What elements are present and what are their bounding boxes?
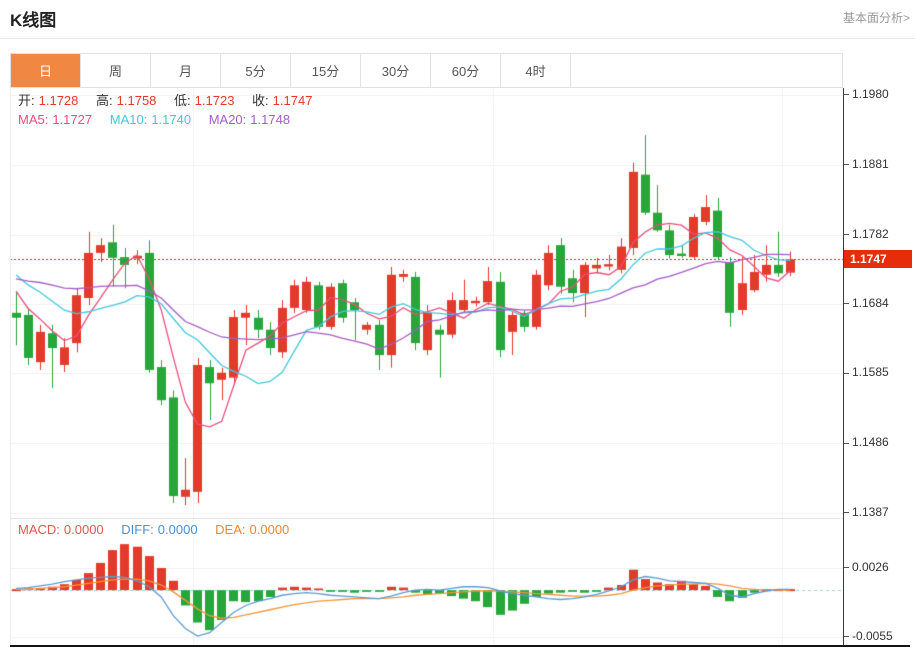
period-tabs: 日 周 月 5分 15分 30分 60分 4时 [10, 53, 843, 88]
tick-dash [844, 512, 849, 514]
tick-dash [844, 372, 849, 374]
ma5-value: 1.1727 [52, 112, 93, 127]
tick-dash [844, 164, 849, 166]
price-tick-5: 1.1486 [844, 435, 889, 449]
price-tick-3: 1.1684 [844, 296, 889, 310]
open-label: 开: [18, 93, 35, 108]
price-tick-0: 1.1980 [844, 87, 889, 101]
high-value: 1.1758 [116, 93, 157, 108]
tab-week[interactable]: 周 [81, 54, 151, 87]
pane-divider [10, 518, 843, 519]
low-value: 1.1723 [194, 93, 235, 108]
tab-15min[interactable]: 15分 [291, 54, 361, 87]
tick-dash [844, 636, 849, 638]
tick-dash [844, 567, 849, 569]
header-divider [0, 38, 915, 39]
tab-60min[interactable]: 60分 [431, 54, 501, 87]
tab-5min[interactable]: 5分 [221, 54, 291, 87]
macd-label: MACD: [18, 522, 60, 537]
diff-value: 0.0000 [157, 522, 198, 537]
tabs-filler [571, 54, 842, 87]
dea-label: DEA: [215, 522, 246, 537]
tick-dash [844, 302, 849, 304]
macd-legend: MACD: 0.0000 DIFF: 0.0000 DEA: 0.0000 [18, 522, 293, 538]
price-tick-1: 1.1881 [844, 157, 889, 171]
low-label: 低: [174, 93, 191, 108]
candlestick-canvas[interactable] [10, 88, 843, 518]
tab-4hour[interactable]: 4时 [501, 54, 571, 87]
ma10-value: 1.1740 [151, 112, 192, 127]
ma-legend: MA5: 1.1727 MA10: 1.1740 MA20: 1.1748 [18, 112, 294, 128]
page-title: K线图 [10, 11, 57, 30]
ma5-label: MA5: [18, 112, 49, 127]
price-tick-4: 1.1585 [844, 365, 889, 379]
tab-day[interactable]: 日 [11, 54, 81, 87]
tab-30min[interactable]: 30分 [361, 54, 431, 87]
close-label: 收: [252, 93, 269, 108]
price-axis-line [843, 88, 844, 647]
close-value: 1.1747 [272, 93, 313, 108]
ma20-label: MA20: [208, 112, 247, 127]
open-value: 1.1728 [38, 93, 79, 108]
dea-value: 0.0000 [249, 522, 290, 537]
price-tick-2: 1.1782 [844, 227, 889, 241]
macd-value: 0.0000 [63, 522, 104, 537]
chart-bottom-border [10, 645, 910, 647]
macd-tick-0: 0.0026 [844, 560, 889, 574]
macd-canvas[interactable] [10, 518, 843, 647]
ma10-label: MA10: [109, 112, 148, 127]
tick-dash [844, 233, 849, 235]
ma20-value: 1.1748 [250, 112, 291, 127]
tick-dash [844, 94, 849, 96]
price-tick-6: 1.1387 [844, 505, 889, 519]
high-label: 高: [96, 93, 113, 108]
current-price-badge: 1.1747 [844, 250, 912, 269]
tick-dash [844, 442, 849, 444]
fundamental-analysis-link[interactable]: 基本面分析> [842, 11, 910, 25]
ohlc-legend: 开: 1.1728 高: 1.1758 低: 1.1723 收: 1.1747 [18, 93, 316, 109]
tab-month[interactable]: 月 [151, 54, 221, 87]
macd-tick-1: -0.0055 [844, 629, 893, 643]
diff-label: DIFF: [121, 522, 154, 537]
chart-left-border [10, 88, 11, 647]
